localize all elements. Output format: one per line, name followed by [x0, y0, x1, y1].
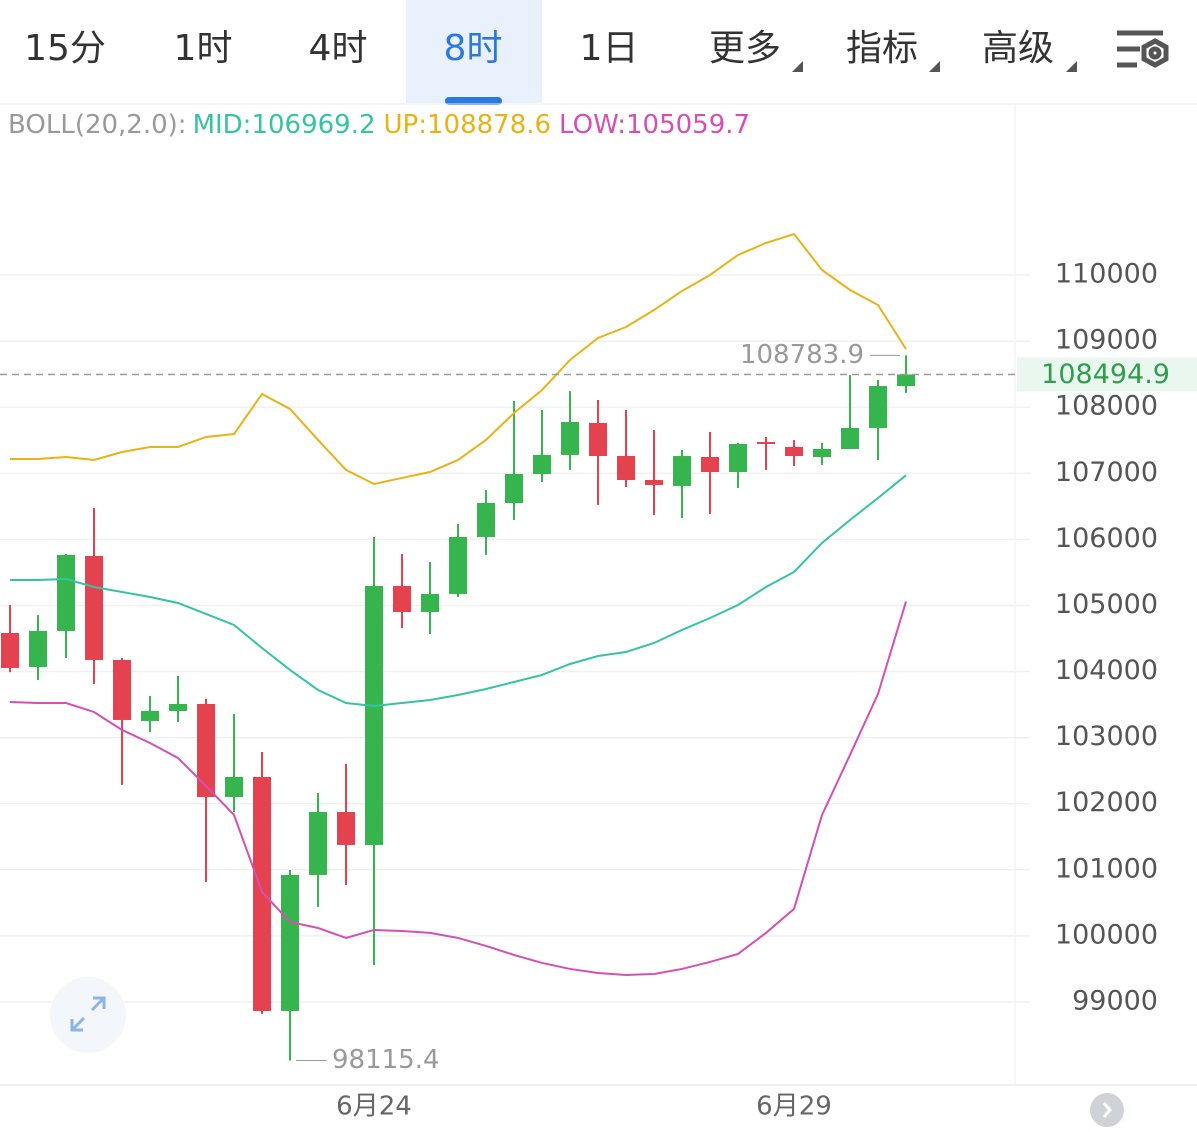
candle-body — [701, 457, 719, 473]
candle-body — [393, 585, 411, 612]
candle-body — [813, 449, 831, 458]
candle-body — [113, 659, 131, 720]
y-tick-label: 100000 — [1055, 919, 1158, 950]
candle-body — [841, 427, 859, 450]
tab[interactable]: 8时 — [444, 28, 503, 69]
candle-body — [897, 374, 915, 387]
indicator-line — [10, 232, 907, 486]
y-tick-label: 109000 — [1055, 325, 1158, 356]
y-tick-label: 102000 — [1055, 787, 1158, 818]
dropdown-arrow — [929, 61, 940, 72]
candle-body — [337, 811, 355, 845]
legend-entry: LOW:105059.7 — [559, 110, 750, 140]
tab[interactable]: 15分 — [24, 28, 106, 69]
dropdown-arrow — [792, 61, 803, 72]
candle-body — [197, 703, 215, 797]
indicator-line — [9, 601, 907, 976]
y-tick-label: 106000 — [1055, 523, 1158, 554]
indicator-label: BOLL(20,2.0): MID:106969.2 UP:108878.6 LOW:… — [8, 110, 750, 140]
tab[interactable]: 更多 — [709, 28, 781, 69]
candle-body — [365, 585, 383, 845]
candle-body — [421, 593, 439, 612]
indicator-line — [10, 474, 907, 707]
tab-bar: 15分 1时 4时 8时 1日 更多 指标 高级 — [24, 28, 1054, 69]
legend-entry: UP:108878.6 — [384, 110, 552, 140]
indicator-header: BOLL(20,2.0): MID:106969.2 UP:108878.6 LOW:… — [8, 110, 750, 140]
y-tick-label: 105000 — [1055, 589, 1158, 620]
last-price-tag: 108494.9 — [1041, 359, 1170, 390]
candle-body — [85, 556, 103, 660]
x-tick-label: 6月29 — [756, 1092, 832, 1122]
indicator-name: BOLL(20,2.0): — [8, 110, 187, 140]
legend-entry: MID:106969.2 — [193, 110, 376, 140]
candle-body — [729, 443, 747, 473]
settings-icon[interactable] — [1117, 30, 1169, 68]
candle-body — [281, 874, 299, 1011]
candle-body — [757, 441, 775, 444]
candle-body — [617, 456, 635, 481]
tab-selected-bg — [406, 0, 542, 103]
scroll-end-button[interactable] — [1090, 1093, 1124, 1127]
y-tick-label: 104000 — [1055, 655, 1158, 686]
x-tick-label: 6月24 — [336, 1092, 412, 1122]
tab[interactable]: 4时 — [309, 28, 368, 69]
tab-indicator — [445, 97, 502, 105]
candle-body — [1, 633, 19, 668]
high-label: 108783.9 — [740, 340, 864, 370]
candle-body — [169, 703, 187, 711]
candle-body — [309, 811, 327, 875]
candle-body — [785, 446, 803, 457]
candle-body — [589, 422, 607, 457]
tab[interactable]: 指标 — [846, 28, 918, 69]
candle-body — [645, 480, 663, 485]
candle-body — [561, 421, 579, 455]
scroll-end-icon — [1102, 1102, 1112, 1118]
y-tick-label: 103000 — [1055, 721, 1158, 752]
plot: 99000 100000 101000 102000 103000 104000 10500… — [0, 232, 1197, 1122]
y-tick-label: 108000 — [1055, 391, 1158, 422]
dropdown-arrow — [1066, 61, 1077, 72]
candle-body — [533, 454, 551, 474]
candle-body — [449, 536, 467, 594]
tab[interactable]: 1时 — [174, 28, 233, 69]
expand-button[interactable] — [50, 977, 126, 1053]
y-tick-label: 101000 — [1055, 853, 1158, 884]
candle-body — [225, 776, 243, 797]
expand-icon — [70, 996, 106, 1032]
y-tick-label: 110000 — [1055, 258, 1158, 289]
tab[interactable]: 高级 — [982, 28, 1054, 69]
candle-body — [505, 473, 523, 504]
low-label: 98115.4 — [332, 1045, 440, 1075]
candle-body — [57, 554, 75, 631]
candle-body — [477, 503, 495, 537]
candle-body — [141, 710, 159, 721]
candle-body — [673, 456, 691, 486]
candle-body — [253, 776, 271, 1011]
y-tick-label: 99000 — [1072, 985, 1158, 1016]
last-price-tag-bg — [1017, 357, 1197, 392]
candle-body — [869, 386, 887, 428]
y-tick-label: 107000 — [1055, 457, 1158, 488]
candle-body — [29, 630, 47, 667]
tab[interactable]: 1日 — [580, 28, 639, 69]
